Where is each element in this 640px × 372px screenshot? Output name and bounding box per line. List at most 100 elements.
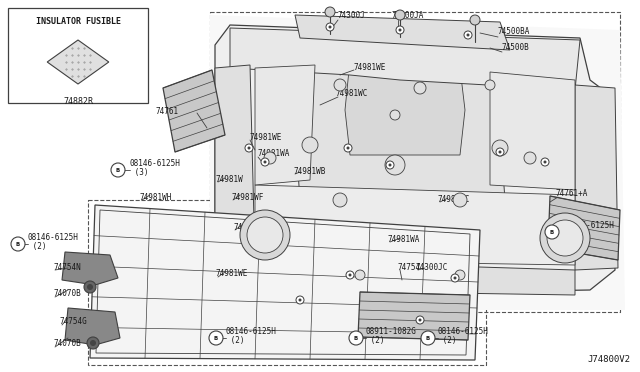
Circle shape (470, 15, 480, 25)
Circle shape (454, 276, 456, 279)
Circle shape (355, 270, 365, 280)
Text: 74754: 74754 (398, 263, 421, 272)
Text: B: B (116, 167, 120, 173)
Bar (210, 12, 620, 312)
Polygon shape (215, 65, 255, 265)
Circle shape (209, 331, 223, 345)
Circle shape (451, 274, 459, 282)
Circle shape (547, 220, 583, 256)
Circle shape (388, 164, 392, 167)
Circle shape (264, 160, 266, 164)
Text: 74981WE: 74981WE (250, 132, 282, 141)
Text: 74070B: 74070B (53, 340, 81, 349)
Text: 74761+A: 74761+A (556, 189, 588, 199)
Circle shape (421, 331, 435, 345)
Circle shape (334, 79, 346, 91)
Polygon shape (62, 252, 118, 285)
Text: B: B (426, 336, 430, 340)
Text: (2): (2) (366, 336, 385, 344)
Text: 74500BA: 74500BA (498, 28, 531, 36)
Circle shape (296, 296, 304, 304)
Circle shape (346, 271, 354, 279)
Circle shape (467, 33, 470, 36)
Bar (8, 8, 148, 103)
Circle shape (349, 273, 351, 276)
Text: 74300JA: 74300JA (392, 12, 424, 20)
Text: 74500B: 74500B (502, 42, 530, 51)
Text: J74800V2: J74800V2 (587, 356, 630, 365)
Circle shape (245, 144, 253, 152)
Polygon shape (490, 72, 575, 190)
Circle shape (414, 82, 426, 94)
Text: 74981WB: 74981WB (293, 167, 325, 176)
Circle shape (261, 158, 269, 166)
Circle shape (455, 270, 465, 280)
Circle shape (496, 148, 504, 156)
Polygon shape (65, 308, 120, 345)
Text: B: B (354, 336, 358, 340)
Circle shape (87, 337, 99, 349)
Circle shape (419, 318, 422, 321)
Text: B: B (214, 336, 218, 340)
Circle shape (545, 225, 559, 239)
Text: 74981WA: 74981WA (388, 234, 420, 244)
Circle shape (416, 316, 424, 324)
Circle shape (240, 210, 290, 260)
Circle shape (541, 158, 549, 166)
Text: 74981WA: 74981WA (258, 150, 291, 158)
Circle shape (492, 140, 508, 156)
Polygon shape (255, 185, 575, 265)
Text: 74754G: 74754G (60, 317, 88, 327)
Text: 74981WE: 74981WE (216, 269, 248, 279)
Text: B: B (16, 241, 20, 247)
Text: (2): (2) (28, 241, 47, 250)
Text: (3): (3) (564, 230, 582, 238)
Circle shape (298, 298, 301, 301)
Circle shape (248, 147, 250, 150)
Polygon shape (295, 15, 510, 50)
Polygon shape (295, 55, 505, 220)
Polygon shape (255, 260, 575, 295)
Bar (88, 200, 486, 365)
Text: 74981W: 74981W (216, 174, 244, 183)
Text: 74754N: 74754N (53, 263, 81, 272)
Text: 08146-6125H: 08146-6125H (28, 232, 79, 241)
Circle shape (453, 193, 467, 207)
Polygon shape (575, 85, 618, 270)
Circle shape (499, 151, 502, 154)
Circle shape (344, 144, 352, 152)
Text: 08146-6125H: 08146-6125H (438, 327, 489, 336)
Circle shape (396, 26, 404, 34)
Circle shape (464, 31, 472, 39)
Circle shape (346, 147, 349, 150)
Polygon shape (163, 70, 225, 152)
Text: B: B (550, 230, 554, 234)
Text: 74981WC: 74981WC (438, 195, 470, 203)
Circle shape (395, 10, 405, 20)
Circle shape (90, 340, 96, 346)
Polygon shape (358, 292, 470, 340)
Text: (2): (2) (438, 336, 456, 344)
Circle shape (390, 110, 400, 120)
Text: (2): (2) (226, 336, 244, 344)
Polygon shape (210, 15, 625, 310)
Text: INSULATOR FUSIBLE: INSULATOR FUSIBLE (35, 17, 120, 26)
Circle shape (349, 331, 363, 345)
Circle shape (540, 213, 590, 263)
Text: 08911-1082G: 08911-1082G (366, 327, 417, 336)
Polygon shape (548, 196, 620, 260)
Polygon shape (345, 60, 465, 155)
Text: 74761: 74761 (155, 106, 178, 115)
Circle shape (325, 7, 335, 17)
Text: 08146-6125H: 08146-6125H (564, 221, 615, 230)
Circle shape (302, 137, 318, 153)
Circle shape (524, 152, 536, 164)
Circle shape (11, 237, 25, 251)
Text: 74300J: 74300J (338, 12, 365, 20)
Polygon shape (230, 28, 580, 90)
Polygon shape (215, 25, 615, 295)
Text: 74981WF: 74981WF (231, 192, 264, 202)
Text: 08146-6125H: 08146-6125H (130, 158, 181, 167)
Text: 74300JC: 74300JC (416, 263, 449, 272)
Polygon shape (47, 40, 109, 84)
